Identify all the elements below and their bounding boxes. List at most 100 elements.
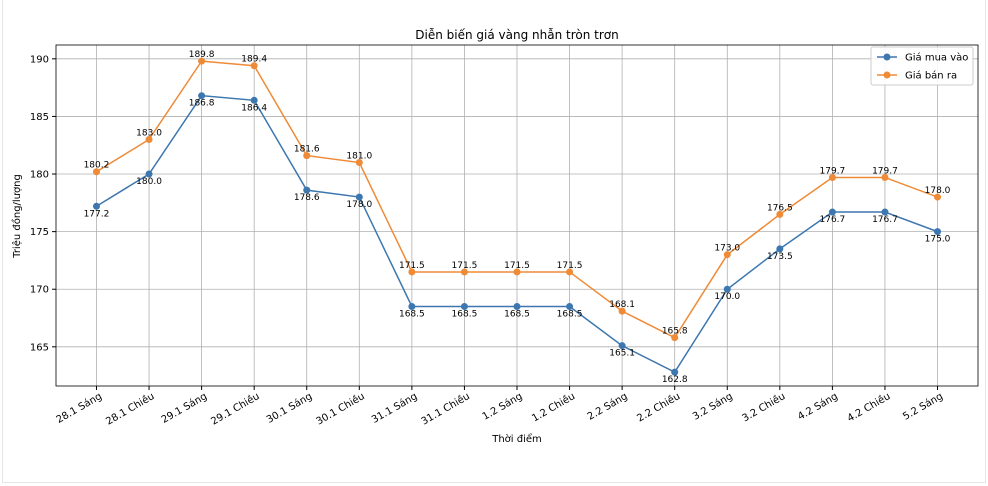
x-tick-label: 3.2 Sáng — [690, 390, 734, 423]
y-axis-label: Triệu đồng/lượng — [11, 174, 23, 259]
data-point — [92, 202, 100, 210]
data-point — [303, 186, 311, 194]
data-label: 175.0 — [925, 235, 951, 245]
data-label: 189.4 — [241, 55, 267, 65]
plot-frame — [55, 44, 979, 387]
data-point — [303, 152, 311, 160]
data-label: 179.7 — [820, 166, 846, 176]
data-point — [145, 135, 153, 143]
x-tick-label: 5.2 Sáng — [901, 390, 945, 423]
x-tick-label: 2.2 Sáng — [585, 390, 629, 423]
data-point — [671, 368, 679, 376]
legend-marker — [883, 53, 891, 61]
x-tick-label: 2.2 Chiều — [635, 390, 682, 424]
x-tick-label: 3.2 Chiều — [740, 390, 787, 424]
legend-label: Giá mua vào — [905, 52, 968, 64]
data-label: 180.2 — [84, 161, 110, 171]
data-point — [408, 268, 416, 276]
data-point — [776, 210, 784, 218]
legend-label: Giá bán ra — [905, 70, 957, 82]
data-point — [566, 303, 574, 311]
x-tick-label: 30.1 Sáng — [264, 390, 314, 426]
data-point — [723, 285, 731, 293]
data-point — [618, 307, 626, 315]
x-tick-label: 1.2 Sáng — [480, 390, 524, 423]
y-tick-label: 185 — [30, 112, 49, 123]
data-label: 179.7 — [872, 166, 898, 176]
data-point — [198, 57, 206, 65]
data-label: 181.6 — [294, 145, 320, 155]
x-axis-label: Thời điểm — [491, 432, 542, 445]
x-tick-label: 28.1 Chiều — [104, 390, 157, 427]
chart-title: Diễn biến giá vàng nhẫn tròn trơn — [415, 28, 618, 42]
data-label: 171.5 — [504, 261, 530, 271]
data-point — [355, 193, 363, 201]
data-label: 171.5 — [399, 261, 425, 271]
x-tick-label: 31.1 Chiều — [419, 390, 472, 427]
data-label: 173.5 — [767, 252, 793, 262]
data-point — [250, 62, 258, 70]
data-point — [934, 228, 942, 236]
x-tick-label: 29.1 Chiều — [209, 390, 262, 427]
data-point — [408, 303, 416, 311]
data-label: 168.5 — [504, 310, 530, 320]
x-tick-label: 4.2 Sáng — [796, 390, 840, 423]
data-label: 186.8 — [189, 99, 215, 109]
data-label: 176.5 — [767, 203, 793, 213]
data-label: 168.5 — [399, 310, 425, 320]
data-label: 178.6 — [294, 193, 320, 203]
data-label: 176.7 — [820, 215, 846, 225]
data-label: 178.0 — [346, 200, 372, 210]
data-label: 176.7 — [872, 215, 898, 225]
data-label: 170.0 — [714, 292, 740, 302]
data-label: 183.0 — [136, 128, 162, 138]
data-label: 165.8 — [662, 327, 688, 337]
y-tick-label: 175 — [30, 227, 49, 238]
data-label: 177.2 — [84, 209, 110, 219]
x-tick-label: 4.2 Chiều — [845, 390, 892, 424]
data-point — [460, 303, 468, 311]
line-chart: Diễn biến giá vàng nhẫn tròn trơn Thời đ… — [11, 28, 979, 445]
data-label: 181.0 — [346, 152, 372, 162]
data-label: 173.0 — [714, 244, 740, 254]
data-label: 178.0 — [925, 186, 951, 196]
x-tick-label: 29.1 Sáng — [159, 390, 209, 426]
x-tick-label: 31.1 Sáng — [370, 390, 420, 426]
x-tick-label: 1.2 Chiều — [530, 390, 577, 424]
legend-marker — [883, 71, 891, 79]
data-point — [92, 168, 100, 176]
data-point — [198, 92, 206, 100]
data-label: 171.5 — [452, 261, 478, 271]
y-tick-label: 165 — [30, 342, 49, 353]
data-label: 165.1 — [609, 349, 635, 359]
data-point — [460, 268, 468, 276]
data-point — [881, 208, 889, 216]
data-label: 171.5 — [557, 261, 583, 271]
x-tick-label: 30.1 Chiều — [314, 390, 367, 427]
data-label: 168.1 — [609, 300, 635, 310]
data-label: 189.8 — [189, 50, 215, 60]
data-point — [881, 173, 889, 181]
data-label: 162.8 — [662, 375, 688, 385]
x-tick-label: 28.1 Sáng — [54, 390, 104, 426]
data-point — [513, 268, 521, 276]
data-point — [618, 342, 626, 350]
y-tick-label: 170 — [30, 285, 49, 296]
data-label: 168.5 — [452, 310, 478, 320]
y-tick-label: 180 — [30, 170, 49, 181]
data-point — [723, 251, 731, 259]
data-point — [566, 268, 574, 276]
data-label: 186.4 — [241, 103, 267, 113]
data-point — [776, 245, 784, 253]
data-label: 180.0 — [136, 177, 162, 187]
data-point — [828, 208, 836, 216]
data-point — [513, 303, 521, 311]
data-point — [355, 159, 363, 167]
data-point — [250, 96, 258, 104]
data-point — [828, 173, 836, 181]
data-point — [145, 170, 153, 178]
data-point — [934, 193, 942, 201]
data-point — [671, 334, 679, 342]
y-tick-label: 190 — [30, 54, 49, 65]
